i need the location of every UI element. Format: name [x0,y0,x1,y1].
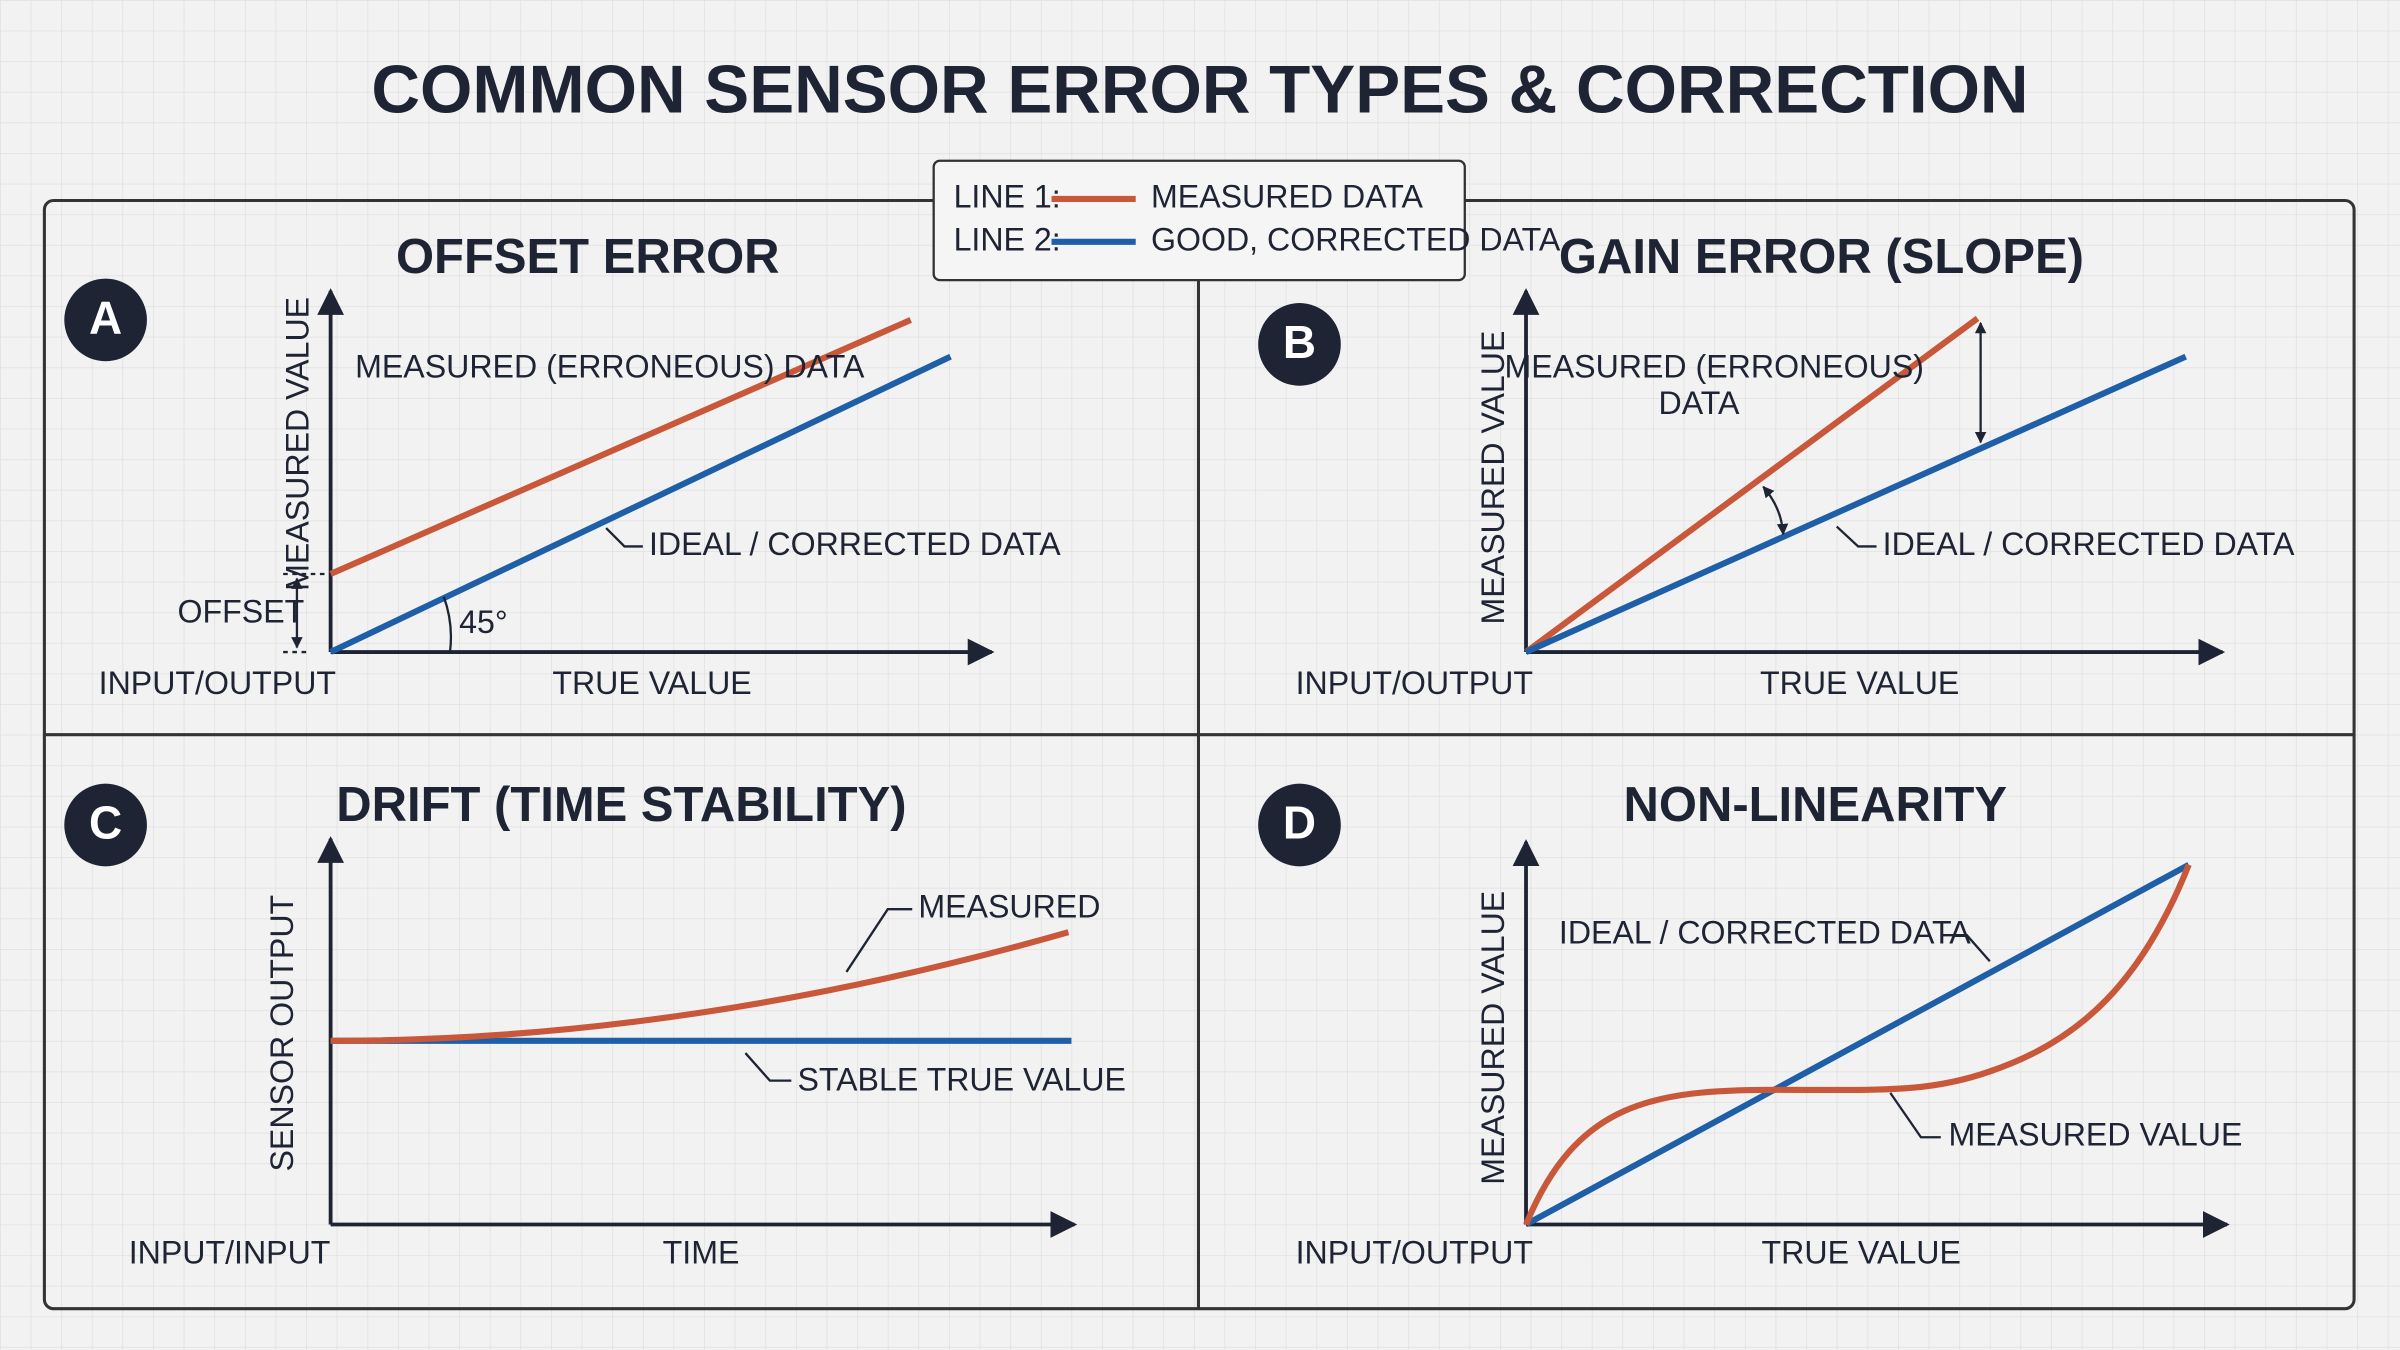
leader [845,908,913,973]
measured-line [1524,315,1980,655]
legend-label: LINE 2: [954,221,1061,257]
badge [1258,303,1341,386]
x-label: TRUE VALUE [1762,1235,1961,1271]
y-label: MEASURED VALUE [1475,891,1511,1185]
annotation: IDEAL / CORRECTED DATA [1559,915,1971,951]
leader [1835,525,1877,548]
annotation: IDEAL / CORRECTED DATA [1883,526,2295,562]
measured-line [329,317,912,577]
legend-text: MEASURED DATA [1151,178,1423,214]
annotation: STABLE TRUE VALUE [797,1062,1126,1098]
ideal-line [329,353,952,655]
y-label: MEASURED VALUE [279,297,315,591]
legend-text: GOOD, CORRECTED DATA [1151,221,1561,257]
origin-label: INPUT/OUTPUT [99,665,336,701]
ideal-line [1524,353,2187,655]
angle-arc [442,596,453,653]
y-label: SENSOR OUTPUT [264,895,300,1172]
measured-line [1523,863,2192,1226]
legend-box [932,159,1466,282]
annotation: DATA [1659,385,1740,421]
annotation: MEASURED (ERRONEOUS) DATA [355,348,865,384]
angle-arc [1762,485,1789,536]
badge-text: D [1283,797,1316,849]
badge [64,278,147,362]
panel: D NON-LINEARITY IDEAL / CORRECTED DATA M… [1258,778,2242,1271]
origin-label: INPUT/OUTPUT [1296,665,1533,701]
panel: C DRIFT (TIME STABILITY) MEASURED STABLE… [64,778,1126,1271]
ideal-line [1524,862,2191,1228]
x-label: TRUE VALUE [1760,665,1959,701]
badge-text: C [89,797,122,849]
origin-label: INPUT/INPUT [129,1235,331,1271]
badge-text: A [89,292,122,344]
leader [605,527,643,548]
badge [64,783,147,867]
leader [1889,1092,1941,1139]
annotation: OFFSET [178,593,305,629]
panel-title: OFFSET ERROR [396,230,780,284]
title: COMMON SENSOR ERROR TYPES & CORRECTION [371,53,2028,128]
annotation: MEASURED (ERRONEOUS) [1505,348,1924,384]
annotation: IDEAL / CORRECTED DATA [649,526,1061,562]
leader [1940,934,1991,962]
badge-text: B [1283,316,1316,368]
panel: B GAIN ERROR (SLOPE) MEASURED (ERRONEOUS… [1258,230,2295,701]
badge [1258,783,1341,867]
annotation: MEASURED [918,889,1100,925]
legend-label: LINE 1: [954,178,1061,214]
panel-title: NON-LINEARITY [1624,778,2008,832]
y-label: MEASURED VALUE [1475,331,1511,625]
annotation: MEASURED VALUE [1948,1117,2242,1153]
panel-title: DRIFT (TIME STABILITY) [336,778,906,832]
measured-line [330,929,1070,1044]
x-label: TRUE VALUE [552,665,751,701]
offset-guide [283,572,331,654]
origin-label: INPUT/OUTPUT [1296,1235,1533,1271]
leader [744,1052,792,1082]
annotation: 45° [459,604,508,640]
x-label: TIME [663,1235,740,1271]
legend: LINE 1: MEASURED DATA LINE 2: GOOD, CORR… [932,159,1561,282]
panel: A OFFSET ERROR MEASURED (ERRONEOUS) DATA… [64,230,1061,701]
panel-title: GAIN ERROR (SLOPE) [1559,230,2084,284]
